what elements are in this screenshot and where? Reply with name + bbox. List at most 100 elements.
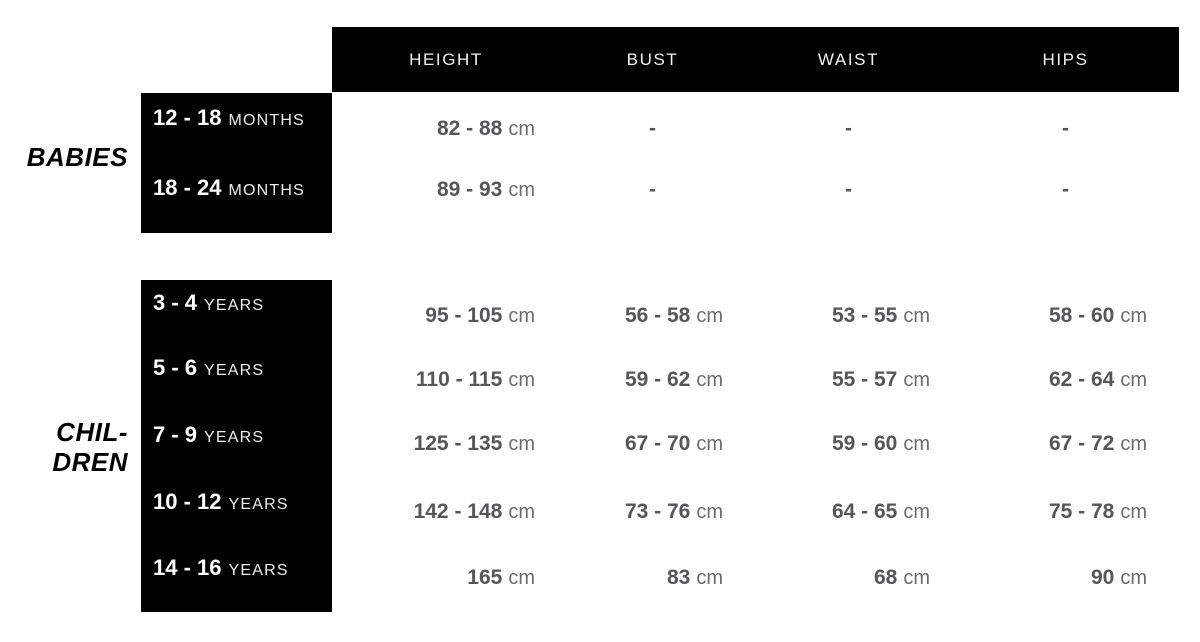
cell-value: - xyxy=(1062,178,1069,201)
cell-unit: cm xyxy=(1120,369,1147,391)
column-header-height: HEIGHT xyxy=(409,49,483,69)
cell-bust: 59 - 62 cm xyxy=(560,368,745,392)
group-label-babies: BABIES xyxy=(0,142,128,172)
cell-hips: 75 - 78 cm xyxy=(952,500,1179,524)
cell-height: 165 cm xyxy=(332,566,560,590)
cell-unit: cm xyxy=(1120,433,1147,455)
cell-value: 82 - 88 xyxy=(436,117,503,140)
cell-hips: 67 - 72 cm xyxy=(952,432,1179,456)
group-label-children: CHIL- DREN xyxy=(0,417,128,477)
cell-unit: cm xyxy=(508,567,535,589)
group-label-line: DREN xyxy=(52,447,128,477)
cell-unit: cm xyxy=(508,369,535,391)
table-row: 82 - 88 cm - - - xyxy=(332,117,1179,141)
cell-unit: cm xyxy=(903,305,930,327)
cell-value: 68 xyxy=(873,566,898,589)
cell-waist: - xyxy=(745,178,952,202)
cell-value: 64 - 65 xyxy=(831,500,898,523)
cell-value: 83 xyxy=(666,566,691,589)
cell-value: - xyxy=(845,117,852,140)
table-row: 110 - 115 cm 59 - 62 cm 55 - 57 cm 62 - 64 c… xyxy=(332,368,1179,392)
cell-waist: 68 cm xyxy=(745,566,952,590)
cell-value: 59 - 60 xyxy=(831,432,898,455)
column-header-bust: BUST xyxy=(626,49,679,69)
cell-value: 58 - 60 xyxy=(1048,304,1115,327)
cell-unit: cm xyxy=(903,567,930,589)
cell-unit: cm xyxy=(903,501,930,523)
table-row: 142 - 148 cm 73 - 76 cm 64 - 65 cm 75 - 78 c… xyxy=(332,500,1179,524)
age-row-18-24-months: 18 - 24 MONTHS xyxy=(153,175,305,201)
cell-unit: cm xyxy=(696,305,723,327)
cell-value: 90 xyxy=(1090,566,1115,589)
cell-unit: cm xyxy=(508,433,535,455)
cell-bust: 56 - 58 cm xyxy=(560,304,745,328)
age-row-10-12-years: 10 - 12 YEARS xyxy=(153,489,289,515)
column-header-hips: HIPS xyxy=(1042,49,1089,69)
cell-unit: cm xyxy=(903,433,930,455)
cell-unit: cm xyxy=(696,501,723,523)
cell-value: 56 - 58 xyxy=(624,304,691,327)
cell-waist: - xyxy=(745,117,952,141)
cell-hips: 62 - 64 cm xyxy=(952,368,1179,392)
cell-unit: cm xyxy=(696,369,723,391)
measurement-header-bar: HEIGHT BUST WAIST HIPS xyxy=(332,27,1179,92)
cell-value: 59 - 62 xyxy=(624,368,691,391)
cell-value: 73 - 76 xyxy=(624,500,691,523)
cell-waist: 64 - 65 cm xyxy=(745,500,952,524)
cell-unit: cm xyxy=(696,567,723,589)
age-unit: YEARS xyxy=(204,297,265,314)
children-age-box: 3 - 4 YEARS 5 - 6 YEARS 7 - 9 YEARS 10 - 12… xyxy=(141,280,332,612)
cell-waist: 55 - 57 cm xyxy=(745,368,952,392)
age-row-14-16-years: 14 - 16 YEARS xyxy=(153,555,289,581)
cell-value: 95 - 105 xyxy=(425,304,503,327)
age-unit: MONTHS xyxy=(228,112,306,129)
cell-value: 110 - 115 xyxy=(415,368,503,391)
age-unit: YEARS xyxy=(204,362,265,379)
age-row-5-6-years: 5 - 6 YEARS xyxy=(153,355,264,381)
babies-age-box: 12 - 18 MONTHS 18 - 24 MONTHS xyxy=(141,93,332,233)
cell-hips: 90 cm xyxy=(952,566,1179,590)
cell-unit: cm xyxy=(903,369,930,391)
age-unit: YEARS xyxy=(228,562,289,579)
cell-hips: - xyxy=(952,117,1179,141)
age-range: 18 - 24 xyxy=(153,175,222,200)
cell-value: 55 - 57 xyxy=(831,368,898,391)
cell-height: 142 - 148 cm xyxy=(332,500,560,524)
age-range: 5 - 6 xyxy=(153,355,198,380)
cell-unit: cm xyxy=(508,179,535,201)
cell-height: 110 - 115 cm xyxy=(332,368,560,392)
age-range: 7 - 9 xyxy=(153,422,198,447)
age-unit: YEARS xyxy=(228,496,289,513)
cell-unit: cm xyxy=(696,433,723,455)
cell-value: - xyxy=(1062,117,1069,140)
age-range: 14 - 16 xyxy=(153,555,222,580)
age-row-7-9-years: 7 - 9 YEARS xyxy=(153,422,264,448)
cell-hips: 58 - 60 cm xyxy=(952,304,1179,328)
cell-value: 53 - 55 xyxy=(831,304,898,327)
cell-value: - xyxy=(845,178,852,201)
cell-bust: - xyxy=(560,117,745,141)
table-row: 165 cm 83 cm 68 cm 90 cm xyxy=(332,566,1179,590)
cell-unit: cm xyxy=(508,305,535,327)
cell-waist: 53 - 55 cm xyxy=(745,304,952,328)
cell-unit: cm xyxy=(1120,305,1147,327)
cell-value: 62 - 64 xyxy=(1048,368,1115,391)
cell-value: 67 - 72 xyxy=(1048,432,1115,455)
age-row-12-18-months: 12 - 18 MONTHS xyxy=(153,105,305,131)
cell-value: 67 - 70 xyxy=(624,432,691,455)
group-label-line: BABIES xyxy=(26,142,128,172)
cell-value: - xyxy=(649,117,656,140)
age-unit: YEARS xyxy=(204,429,265,446)
cell-unit: cm xyxy=(1120,501,1147,523)
cell-value: 165 xyxy=(467,566,503,589)
cell-unit: cm xyxy=(508,118,535,140)
cell-height: 82 - 88 cm xyxy=(332,117,560,141)
cell-hips: - xyxy=(952,178,1179,202)
age-range: 12 - 18 xyxy=(153,105,222,130)
cell-bust: 83 cm xyxy=(560,566,745,590)
column-header-waist: WAIST xyxy=(817,49,880,69)
age-range: 10 - 12 xyxy=(153,489,222,514)
cell-height: 95 - 105 cm xyxy=(332,304,560,328)
age-unit: MONTHS xyxy=(228,182,306,199)
